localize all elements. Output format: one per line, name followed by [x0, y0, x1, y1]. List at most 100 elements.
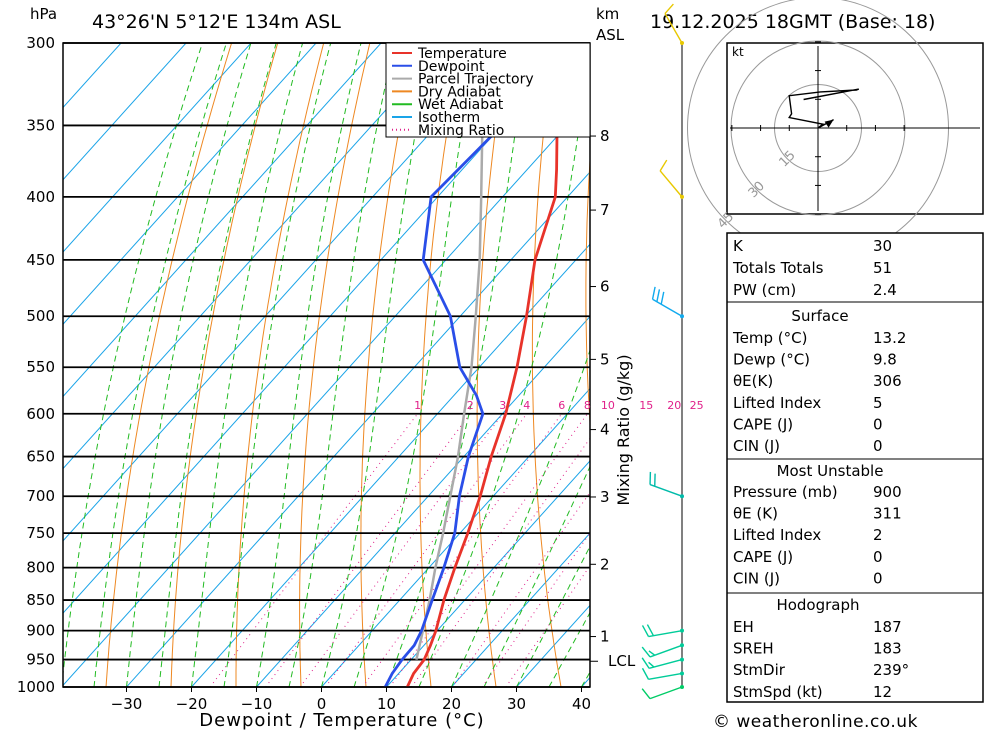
mixing-ratio-line: [362, 413, 563, 687]
temperature-tick-label: 0: [317, 695, 327, 713]
legend-label: Mixing Ratio: [418, 123, 504, 139]
mixing-ratio-tick-label: 8: [584, 399, 591, 412]
hodograph-unit: kt: [732, 45, 744, 59]
temperature-tick-label: 30: [507, 695, 526, 713]
wind-barb-flag: [659, 159, 668, 172]
mixing-ratio-tick-label: 10: [601, 399, 615, 412]
height-tick-label: 8: [600, 127, 610, 145]
dry-adiabat-line: [585, 152, 590, 430]
most-unstable-rows: Pressure (mb) 900 θE (K) 311 Lifted Index 2 CA…: [733, 483, 902, 587]
indices-frame: [726, 232, 984, 703]
dry-adiabat-line: [360, 43, 417, 687]
isotherm-line: [126, 171, 590, 687]
index-value: 0: [873, 415, 883, 433]
isotherm-line: [63, 43, 122, 109]
index-value: 13.2: [873, 329, 906, 347]
mixing-ratio-tick-label: 25: [690, 399, 704, 412]
wind-barb-flag: [641, 646, 651, 658]
isotherm-line: [256, 315, 590, 687]
wind-barb-flag: [651, 286, 656, 300]
isotherm-line: [63, 43, 252, 253]
mixing-ratio-tick-label: 3: [499, 399, 506, 412]
height-tick-label: 7: [600, 201, 610, 219]
index-label: StmDir: [733, 661, 786, 679]
wind-barb: [651, 286, 684, 319]
dry-adiabat-line: [476, 43, 509, 687]
index-value: 5: [873, 394, 883, 412]
index-label: Lifted Index: [733, 394, 821, 412]
index-value: 183: [873, 640, 902, 658]
datetime-title: 19.12.2025 18GMT (Base: 18): [650, 11, 935, 33]
profile-lines: [383, 43, 575, 687]
isotherm-line: [63, 43, 447, 470]
temperature-tick-label: −30: [111, 695, 143, 713]
isotherm-line: [0, 6, 89, 687]
legend-label: Dry Adiabat: [418, 84, 501, 100]
mixing-ratio-line: [299, 413, 504, 687]
pressure-tick-label: 900: [26, 622, 55, 640]
index-value: 12: [873, 683, 892, 701]
index-value: 0: [873, 569, 883, 587]
isotherm-line: [191, 243, 590, 687]
wet-adiabat-line: [451, 348, 590, 687]
mixing-ratio-tick-label: 2: [467, 399, 474, 412]
wet-adiabat-line: [256, 43, 362, 687]
wind-barb-flag: [641, 667, 650, 680]
wind-barb-flag: [664, 3, 674, 15]
wind-barb-flag: [641, 625, 650, 637]
pressure-tick-label: 950: [26, 651, 55, 669]
mixing-ratio-axis-title: Mixing Ratio (g/kg): [614, 354, 633, 505]
index-value: 187: [873, 618, 902, 636]
temperature-tick-label: −20: [176, 695, 208, 713]
legend-label: Dewpoint: [418, 59, 485, 75]
wet-adiabat-line: [418, 52, 590, 687]
wind-barb-flag: [660, 291, 665, 305]
storm-motion-arrowhead: [824, 119, 834, 128]
index-label: CIN (J): [733, 569, 780, 587]
pw-value: 2.4: [873, 281, 897, 299]
pressure-tick-label: 450: [26, 251, 55, 269]
dewpoint-profile-line: [383, 43, 519, 687]
temperature-tick-label: 40: [572, 695, 591, 713]
index-label: Temp (°C): [732, 329, 807, 347]
wind-barb-staff: [649, 644, 683, 658]
wet-adiabat-line: [288, 43, 396, 687]
temperature-axis: −30 −20 −10 0 10 20 30 40: [111, 687, 591, 713]
wind-barb: [664, 3, 684, 45]
index-label: CAPE (J): [733, 415, 793, 433]
pw-label: PW (cm): [733, 281, 796, 299]
index-value: 900: [873, 483, 902, 501]
wind-barb: [641, 657, 684, 670]
mixing-ratio-labels: 1 2 3 4 6 8 10 15 20 25: [414, 399, 704, 412]
totals-totals-label: Totals Totals: [732, 259, 824, 277]
legend-label: Isotherm: [418, 110, 480, 126]
isotherm-line: [386, 460, 590, 687]
mixing-ratio-tick-label: 6: [558, 399, 565, 412]
dry-adiabat-line: [299, 43, 371, 687]
dry-adiabat-line: [419, 43, 463, 687]
wet-adiabat-line: [353, 43, 478, 687]
pressure-tick-label: 850: [26, 591, 55, 609]
mixing-ratio-line: [265, 413, 471, 687]
dry-adiabat-line: [531, 43, 562, 687]
mixing-ratio-line: [451, 491, 590, 687]
pressure-axis: 300 350 400 450 500 550 600 650 700 750 800 850 900 9…: [17, 34, 55, 696]
temperature-profile-line: [406, 43, 575, 687]
wind-barb: [641, 685, 684, 700]
hodograph-stats-title: Hodograph: [776, 596, 859, 614]
index-label: CIN (J): [733, 437, 780, 455]
wind-barb-staff: [664, 13, 683, 44]
wind-profile: [641, 3, 684, 700]
pressure-tick-label: 350: [26, 116, 55, 134]
wet-adiabat-line: [223, 43, 332, 687]
mixing-ratio-tick-label: 20: [667, 399, 681, 412]
k-index-value: 30: [873, 237, 892, 255]
wind-barb-staff: [649, 686, 683, 700]
parcel-trajectory-line: [415, 43, 493, 660]
temperature-tick-label: 20: [442, 695, 461, 713]
pressure-tick-label: 300: [26, 34, 55, 52]
skewt-plot-area: [0, 6, 591, 688]
wind-barb: [659, 159, 684, 199]
height-tick-label: 3: [600, 488, 610, 506]
